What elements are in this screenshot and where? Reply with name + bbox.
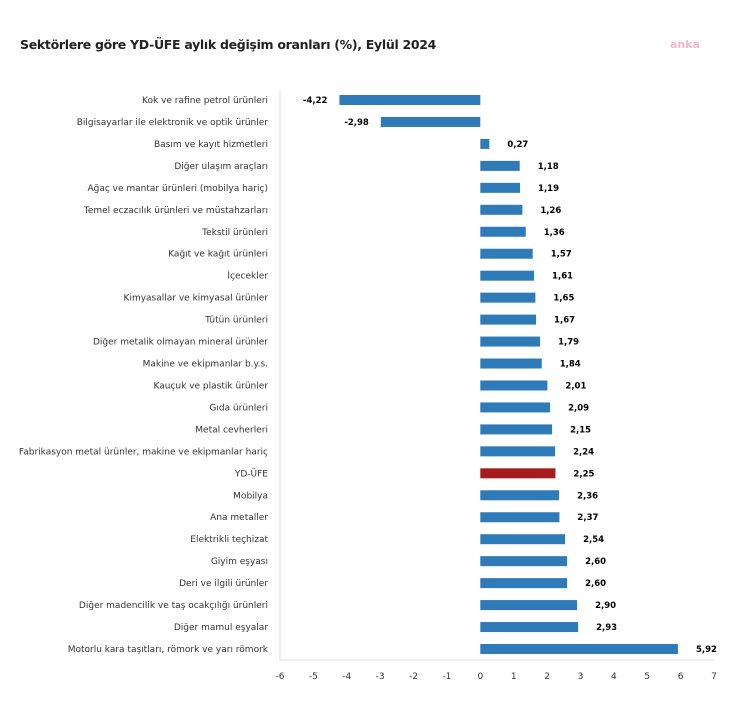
data-label: 1,61 [552, 272, 573, 282]
x-tick-label: -3 [376, 672, 385, 682]
x-tick-label: 6 [678, 672, 684, 682]
category-label: Deri ve ilgili ürünler [179, 579, 268, 589]
category-label: Diğer ulaşım araçları [174, 162, 268, 172]
data-label: 1,36 [544, 228, 565, 238]
bar [480, 380, 548, 391]
bar [480, 512, 560, 523]
x-tick-label: 1 [511, 672, 517, 682]
watermark-logo: anka [670, 38, 700, 51]
data-label: 1,65 [553, 294, 574, 304]
data-label: 1,67 [554, 316, 575, 326]
data-label: 2,01 [565, 381, 586, 391]
data-label: 2,25 [573, 469, 594, 479]
x-tick-label: -6 [276, 672, 285, 682]
data-label: -4,22 [303, 96, 328, 106]
category-label: Metal cevherleri [195, 425, 268, 435]
category-label: Kimyasallar ve kimyasal ürünler [124, 294, 269, 304]
data-label: 1,57 [551, 250, 572, 260]
x-tick-label: -5 [309, 672, 318, 682]
x-tick-label: -2 [409, 672, 418, 682]
data-label: 0,27 [507, 140, 528, 150]
bar [480, 204, 523, 215]
data-label: 2,90 [595, 601, 616, 611]
data-label: 1,26 [540, 206, 561, 216]
category-label: Tekstil ürünleri [201, 228, 268, 238]
x-tick-label: 5 [644, 672, 650, 682]
category-label: İçecekler [227, 271, 268, 282]
data-label: 2,37 [577, 513, 598, 523]
data-label: 2,36 [577, 491, 598, 501]
data-label: 2,24 [573, 447, 594, 457]
category-label: Kağıt ve kağıt ürünleri [168, 250, 268, 260]
x-tick-label: 2 [544, 672, 550, 682]
data-label: 2,15 [570, 425, 591, 435]
data-label: 1,79 [558, 338, 579, 348]
category-label: Diğer mamul eşyalar [174, 623, 268, 633]
category-label: Mobilya [233, 491, 268, 501]
category-label: Temel eczacılık ürünleri ve müstahzarlar… [83, 206, 268, 216]
bar [480, 622, 579, 633]
bar [480, 534, 566, 545]
data-label: 2,60 [585, 579, 606, 589]
bar [480, 556, 568, 567]
bar [480, 314, 537, 325]
data-label: 1,18 [538, 162, 559, 172]
data-label: 2,93 [596, 623, 617, 633]
bar [480, 578, 568, 589]
bar [480, 248, 533, 259]
bar [480, 226, 526, 237]
x-tick-label: -4 [342, 672, 351, 682]
data-label: 1,84 [560, 360, 581, 370]
bar [480, 446, 556, 457]
category-label: Makine ve ekipmanlar b.y.s. [143, 360, 268, 370]
x-tick-label: 7 [711, 672, 717, 682]
bar [480, 336, 541, 347]
category-label: Ana metaller [210, 513, 268, 523]
x-tick-label: -1 [442, 672, 451, 682]
data-label: 2,09 [568, 403, 589, 413]
category-label: Diğer madencilik ve taş ocakçılığı ürünl… [79, 601, 268, 611]
chart-title: Sektörlere göre YD-ÜFE aylık değişim ora… [20, 37, 437, 52]
bar [480, 292, 536, 303]
category-label: Bilgisayarlar ile elektronik ve optik ür… [77, 118, 269, 128]
bar [480, 644, 678, 654]
category-label: YD-ÜFE [234, 468, 268, 479]
category-label: Kok ve rafine petrol ürünleri [142, 96, 268, 106]
category-label: Basım ve kayıt hizmetleri [154, 140, 268, 150]
category-label: Kauçuk ve plastik ürünler [154, 381, 269, 391]
data-label: 5,92 [696, 645, 717, 655]
x-tick-label: 0 [477, 672, 483, 682]
bar [480, 600, 578, 611]
category-label: Elektrikli teçhizat [190, 535, 268, 545]
category-label: Tütün ürünleri [204, 316, 268, 326]
x-tick-label: 3 [578, 672, 584, 682]
bar [480, 182, 521, 193]
data-label: 2,60 [585, 557, 606, 567]
bar [480, 424, 553, 435]
bar [480, 160, 520, 171]
bar [380, 116, 481, 127]
bar [480, 490, 560, 501]
data-label: 2,54 [583, 535, 604, 545]
category-label: Gıda ürünleri [209, 403, 268, 413]
bar [480, 402, 551, 413]
x-tick-label: 4 [611, 672, 617, 682]
data-label: -2,98 [344, 118, 369, 128]
category-label: Giyim eşyası [211, 557, 268, 567]
data-label: 1,19 [538, 184, 559, 194]
bar [480, 138, 490, 149]
bar [480, 468, 556, 479]
category-label: Fabrikasyon metal ürünler, makine ve eki… [19, 447, 268, 457]
category-label: Motorlu kara taşıtları, römork ve yarı r… [68, 645, 269, 655]
category-label: Ağaç ve mantar ürünleri (mobilya hariç) [87, 184, 268, 194]
bar [339, 95, 481, 105]
category-label: Diğer metalik olmayan mineral ürünler [93, 338, 268, 348]
bar [480, 358, 542, 369]
bar [480, 270, 535, 281]
